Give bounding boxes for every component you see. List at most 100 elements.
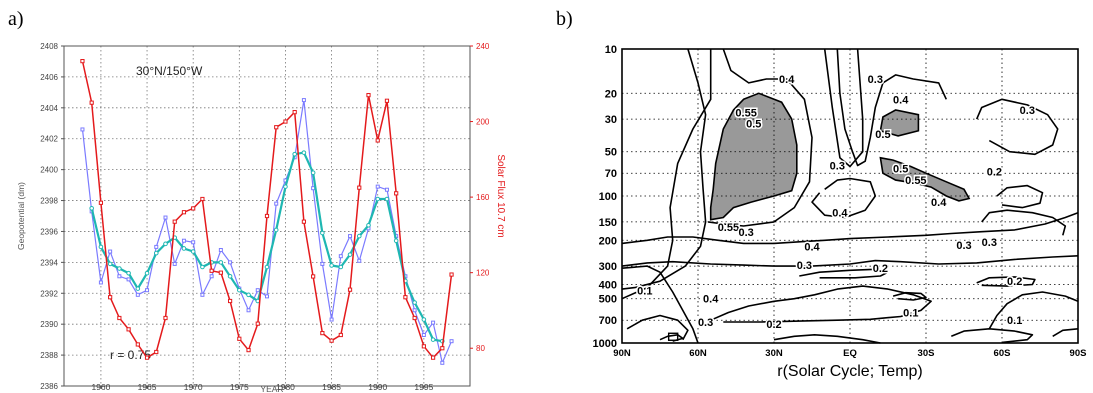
contour-line [988,291,1079,330]
solar-flux-point [311,274,316,279]
solar-flux-point [366,93,371,98]
geopotential-point [357,258,362,263]
smoothed-geopotential-point [338,264,344,270]
solar-flux-point [274,125,279,130]
geopotential-point [154,244,159,249]
y-tick-label: 400 [599,280,617,292]
solar-flux-point [357,185,362,190]
smoothed-geopotential-point [218,260,224,265]
contour-label: 0.2 [1007,276,1022,288]
x-tick-label: 1965 [138,382,157,392]
smoothed-geopotential-point [366,222,371,228]
contour-label: 0.1 [637,286,652,298]
y-tick-label: 30 [605,114,617,126]
x-tick-label: 1960 [91,382,110,392]
geopotential-point [329,317,334,322]
smoothed-geopotential-point [310,170,316,176]
x-tick-label: 1980 [276,382,295,392]
geopotential-point [126,277,131,282]
smoothed-geopotential-point [135,286,141,291]
contour-label: 0.3 [868,74,883,86]
x-tick-label: 1995 [414,382,433,392]
solar-flux-point [98,200,104,205]
contour-label: 0.3 [698,317,713,329]
y2-tick-label: 240 [476,42,490,51]
geopotential-point [98,280,103,285]
contour-label: 0.3 [738,227,753,239]
y2-tick-label: 160 [476,193,490,202]
geopotential-point [320,261,325,266]
correlation-annotation: r = 0.75 [110,348,151,362]
solar-flux-point [255,321,260,326]
contour-line [981,209,1067,236]
geopotential-point [421,333,426,337]
panel-b-label: b) [556,8,573,30]
x-tick-label: 30S [918,348,935,359]
y2-axis-label: Solar Flux 10.7 cm [495,154,506,237]
y-tick-label: 1000 [593,338,617,350]
smoothed-geopotential-point [107,261,113,267]
contour-line [621,211,1079,245]
geopotential-point [117,274,122,279]
y-tick-label: 2386 [40,382,58,391]
geopotential-point [449,339,454,344]
geopotential-point [181,238,186,243]
plot-frame [621,48,1079,344]
chart-title: 30°N/150°W [136,64,203,78]
geopotential-point [375,184,380,189]
contour-line [996,184,1044,209]
contour-label: 0.55 [718,222,739,234]
contour-line [626,314,689,341]
contour-label: 0.2 [987,166,1002,178]
solar-flux-point [218,270,223,275]
smoothed-geopotential-point [375,196,381,202]
solar-flux-point [338,332,343,338]
y-tick-label: 2396 [40,227,58,236]
smoothed-geopotential-point [421,317,427,322]
solar-flux-point [430,355,436,360]
contour-label: 0.1 [1007,315,1022,327]
x-tick-label: 60S [994,348,1011,359]
contour-label: 0.5 [893,163,908,175]
geopotential-point [431,320,436,325]
y-tick-label: 2404 [40,104,58,113]
solar-flux-point [154,349,159,355]
y-axis-label: Geopotential (dm) [16,182,26,250]
smoothed-geopotential-point [320,230,325,236]
y-tick-label: 70 [605,168,617,180]
x-tick-label: 90S [1070,348,1087,359]
contour-line [710,285,932,323]
contour-label: 0.55 [735,107,756,119]
contour-label: 0.55 [905,175,926,187]
contour-line [621,48,707,290]
x-tick-label: 1985 [322,382,341,392]
geopotential-point [172,261,177,266]
smoothed-geopotential-point [356,233,362,239]
contour-line [1052,328,1079,337]
contour-label: 0.1 [903,307,918,319]
contour-line [773,334,881,344]
geopotential-point [274,201,279,206]
y-tick-label: 2406 [40,73,58,82]
y-tick-label: 2390 [40,320,58,329]
contour-label: 0.3 [797,260,812,272]
smoothed-geopotential-point [153,250,159,256]
x-tick-label: 1990 [368,382,387,392]
y-tick-label: 700 [599,315,617,327]
geopotential-point [218,248,223,252]
solar-flux-point [191,206,196,211]
geopotential-point [246,308,251,313]
contour-line [667,332,679,341]
solar-flux-point [403,295,408,300]
contour-label: 0.3 [1020,105,1035,117]
y-tick-label: 50 [605,147,617,159]
geopotential-point [348,234,353,239]
contour-line [823,48,864,168]
contour-label: 0.3 [956,240,971,252]
geopotential-point [145,288,150,293]
geopotential-point [80,127,85,132]
geopotential-point [108,249,113,254]
smoothed-geopotential-point [126,270,131,276]
solar-flux-point [375,138,380,143]
